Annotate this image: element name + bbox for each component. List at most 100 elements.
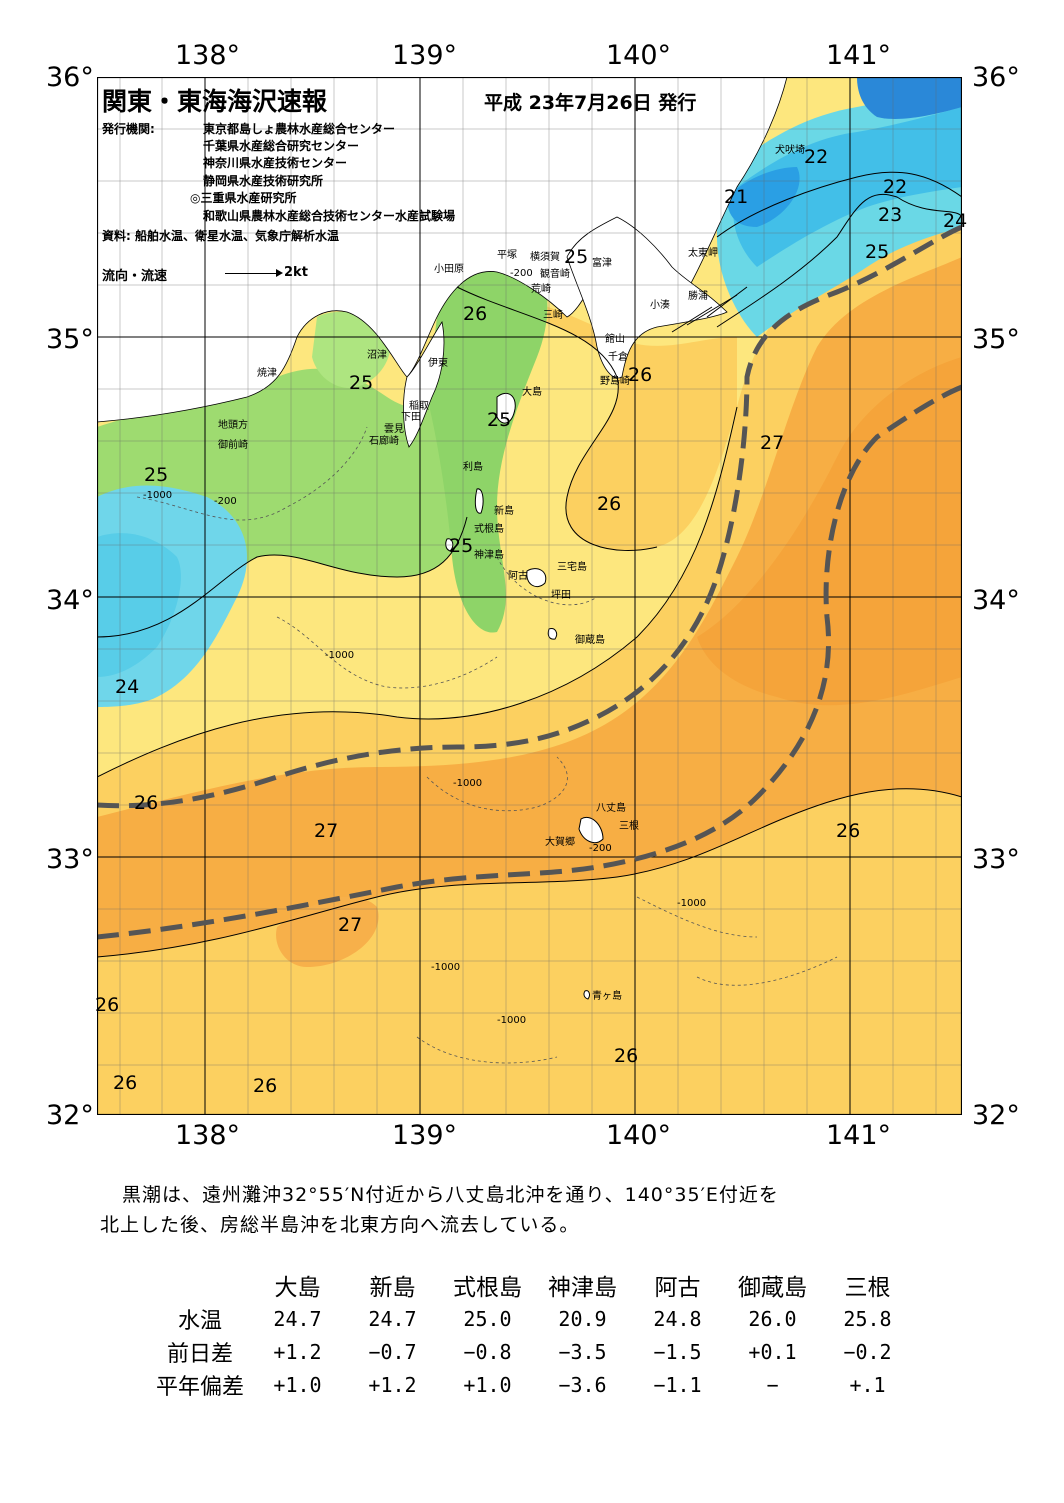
place-name: 御蔵島	[575, 635, 605, 646]
issuer-5: ◎三重県水産研究所	[190, 191, 297, 205]
isotherm-label: 26	[463, 303, 488, 325]
depth-contours	[136, 426, 838, 1064]
sea-26c-zone-2	[457, 287, 737, 551]
place-name: 新島	[494, 506, 514, 517]
lat-label-right-34: 34°	[972, 585, 1020, 616]
table-row: 平年偏差 +1.0 +1.2 +1.0 −3.6 −1.1 − +.1	[150, 1368, 915, 1401]
table-cell: 24.8	[653, 1306, 702, 1331]
place-name: 三崎	[543, 310, 563, 321]
lat-label-left-36: 36°	[46, 62, 94, 93]
lon-label-bottom-138: 138°	[175, 1120, 241, 1151]
isotherm-label: 25	[487, 409, 512, 431]
place-name: 小湊	[650, 300, 670, 311]
column-header: 阿古	[654, 1275, 701, 1301]
lat-label-left-35: 35°	[46, 324, 94, 355]
lat-label-right-32: 32°	[972, 1100, 1020, 1131]
table-cell: +.1	[849, 1372, 886, 1397]
issuer-1: 東京都島しょ農林水産総合センター	[203, 122, 396, 136]
legend-label: 流向・流速	[102, 269, 168, 284]
place-name: 沼津	[367, 350, 387, 361]
lon-label-top-141: 141°	[826, 40, 892, 71]
island-mikura	[547, 628, 558, 640]
lon-label-bottom-140: 140°	[606, 1120, 672, 1151]
place-name: 横須賀	[530, 252, 560, 263]
depth-label: -1000	[453, 778, 483, 789]
depth-label: -200	[214, 496, 237, 507]
isotherm-label: 24	[943, 210, 968, 232]
place-name: 大島	[522, 387, 542, 398]
place-name: 神津島	[474, 550, 504, 561]
depth-label: -1000	[497, 1015, 527, 1026]
summary-line-2: 北上した後、房総半島沖を北東方向へ流去している。	[100, 1214, 580, 1236]
land-boso	[566, 216, 728, 379]
column-header: 神津島	[548, 1275, 617, 1301]
isotherm-label: 22	[883, 176, 908, 198]
place-name: 太東岬	[688, 248, 718, 259]
legend-arrowhead-icon	[276, 269, 283, 277]
isotherm-label: 26	[134, 792, 159, 814]
place-name: 館山	[605, 334, 625, 345]
map-title: 関東・東海海沢速報	[102, 87, 328, 116]
place-name: 御前崎	[218, 440, 248, 451]
isotherm-label: 25	[865, 241, 890, 263]
table-cell: +1.2	[368, 1372, 417, 1397]
table-cell: −3.6	[558, 1372, 607, 1397]
isotherm-label: 24	[115, 676, 140, 698]
isotherm-label: 22	[804, 146, 829, 168]
table-cell: 20.9	[558, 1306, 607, 1331]
issuer-2: 千葉県水産総合研究センター	[203, 139, 360, 153]
place-name: 犬吠埼	[775, 145, 805, 156]
table-cell: −1.1	[653, 1372, 702, 1397]
land-honshu	[97, 77, 788, 423]
lat-label-right-35: 35°	[972, 324, 1020, 355]
lat-label-left-34: 34°	[46, 585, 94, 616]
sea-27c-zone	[97, 257, 962, 957]
place-name: 伊東	[428, 358, 448, 369]
table-cell: +0.1	[748, 1339, 797, 1364]
row-label: 平年偏差	[155, 1374, 244, 1400]
sea-24c-izu	[427, 251, 548, 633]
isotherm-label: 25	[564, 246, 589, 268]
table-cell: 24.7	[273, 1306, 322, 1331]
table-cell: −0.8	[463, 1339, 512, 1364]
issuer-label: 発行機関:	[102, 122, 155, 136]
place-name: 荒崎	[531, 284, 551, 295]
table-cell: 25.8	[843, 1306, 892, 1331]
island-niijima	[474, 488, 484, 514]
table-cell: −1.5	[653, 1339, 702, 1364]
isotherm-label: 27	[314, 820, 339, 842]
summary-line-1: 黒潮は、遠州灘沖32°55′N付近から八丈島北沖を通り、140°35′E付近を	[122, 1184, 779, 1206]
place-name: 大賀郷	[545, 837, 575, 848]
isotherm-label: 26	[597, 493, 622, 515]
issuer-6: 和歌山県農林水産総合技術センター水産試験場	[203, 209, 456, 223]
place-name: 勝浦	[688, 291, 708, 302]
sea-22c-west	[97, 533, 181, 677]
place-name: 石廊崎	[369, 436, 399, 447]
kuroshio-axis	[97, 224, 962, 940]
table-cell: +1.2	[273, 1339, 322, 1364]
table-cell: +1.0	[273, 1372, 322, 1397]
table-header-row: 大島 新島 式根島 神津島 阿古 御蔵島 三根	[150, 1268, 915, 1302]
place-name: 稲取	[409, 401, 429, 412]
isotherm-label: 26	[95, 994, 120, 1016]
place-name: 式根島	[474, 524, 504, 535]
column-header: 大島	[274, 1275, 321, 1301]
lon-label-top-139: 139°	[392, 40, 458, 71]
land-izu	[403, 320, 445, 448]
place-name: 下田	[401, 412, 421, 423]
place-name: 観音崎	[540, 269, 570, 280]
row-label: 前日差	[166, 1341, 233, 1367]
place-name: 千倉	[608, 352, 628, 363]
table-cell: −0.2	[843, 1339, 892, 1364]
sea-21c-ne	[727, 167, 800, 227]
table-cell: 25.0	[463, 1306, 512, 1331]
lon-label-top-140: 140°	[606, 40, 672, 71]
isotherm-label: 23	[878, 204, 903, 226]
isotherm-label: 26	[614, 1045, 639, 1067]
row-label: 水温	[177, 1308, 222, 1334]
isotherm-label: 25	[449, 535, 474, 557]
place-name: 三根	[619, 821, 639, 832]
place-name: 焼津	[257, 368, 277, 379]
place-name: 八丈島	[596, 803, 626, 814]
isotherm-label: 26	[628, 364, 653, 386]
